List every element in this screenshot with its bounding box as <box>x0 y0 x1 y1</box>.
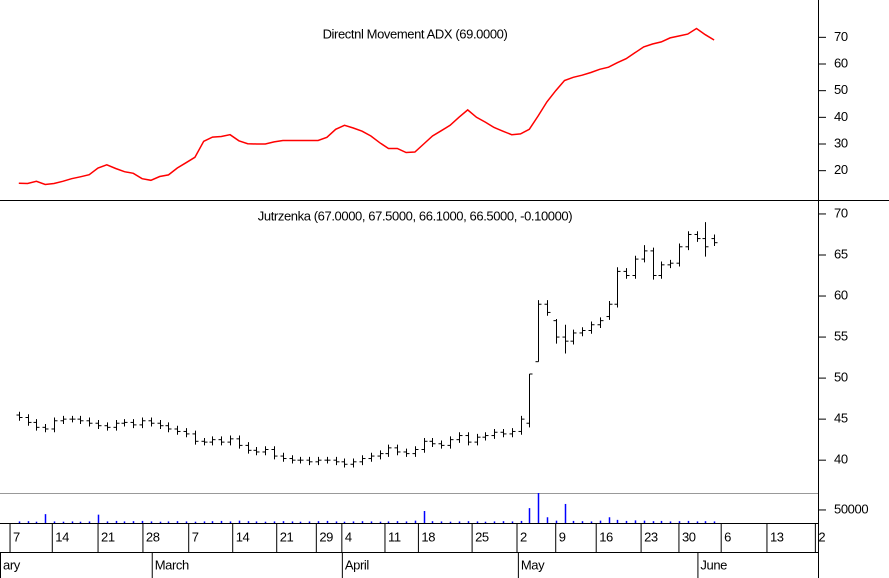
y-tick-label: 70 <box>834 29 848 44</box>
x-tick-label: 7 <box>13 529 20 544</box>
x-tick-label: 18 <box>421 529 435 544</box>
x-tick-label: 6 <box>724 529 731 544</box>
y-tick-label: 50000 <box>834 501 868 516</box>
y-tick-label: 70 <box>834 205 848 220</box>
x-tick-label: 23 <box>644 529 658 544</box>
x-tick-label: 25 <box>475 529 489 544</box>
month-label: June <box>700 557 727 572</box>
y-tick-label: 45 <box>834 411 848 426</box>
x-tick-label: 2 <box>818 529 825 544</box>
y-tick-label: 50 <box>834 370 848 385</box>
y-tick-label: 20 <box>834 162 848 177</box>
y-tick-label: 40 <box>834 452 848 467</box>
y-tick-label: 30 <box>834 135 848 150</box>
month-label: ary <box>3 557 21 572</box>
x-tick-label: 28 <box>146 529 160 544</box>
month-label: May <box>521 557 545 572</box>
x-tick-label: 30 <box>682 529 696 544</box>
x-tick-label: 29 <box>319 529 333 544</box>
x-tick-label: 11 <box>388 529 401 544</box>
panel-title: Jutrzenka (67.0000, 67.5000, 66.1000, 66… <box>258 208 572 223</box>
x-tick-label: 21 <box>101 529 115 544</box>
adx-line <box>18 27 715 186</box>
x-tick-label: 4 <box>345 529 352 544</box>
y-tick-label: 40 <box>834 109 848 124</box>
y-tick-label: 60 <box>834 287 848 302</box>
x-tick-label: 13 <box>770 529 784 544</box>
y-tick-label: 55 <box>834 328 848 343</box>
x-tick-label: 2 <box>520 529 527 544</box>
x-tick-label: 16 <box>599 529 613 544</box>
panel-title: Directnl Movement ADX (69.0000) <box>323 26 508 41</box>
y-tick-label: 60 <box>834 55 848 70</box>
y-tick-label: 65 <box>834 246 848 261</box>
x-tick-label: 14 <box>236 529 250 544</box>
x-tick-label: 21 <box>280 529 294 544</box>
month-label: March <box>155 557 189 572</box>
x-tick-label: 9 <box>559 529 566 544</box>
x-tick-label: 14 <box>55 529 69 544</box>
y-tick-label: 50 <box>834 82 848 97</box>
month-label: April <box>345 557 370 572</box>
x-tick-label: 7 <box>192 529 199 544</box>
